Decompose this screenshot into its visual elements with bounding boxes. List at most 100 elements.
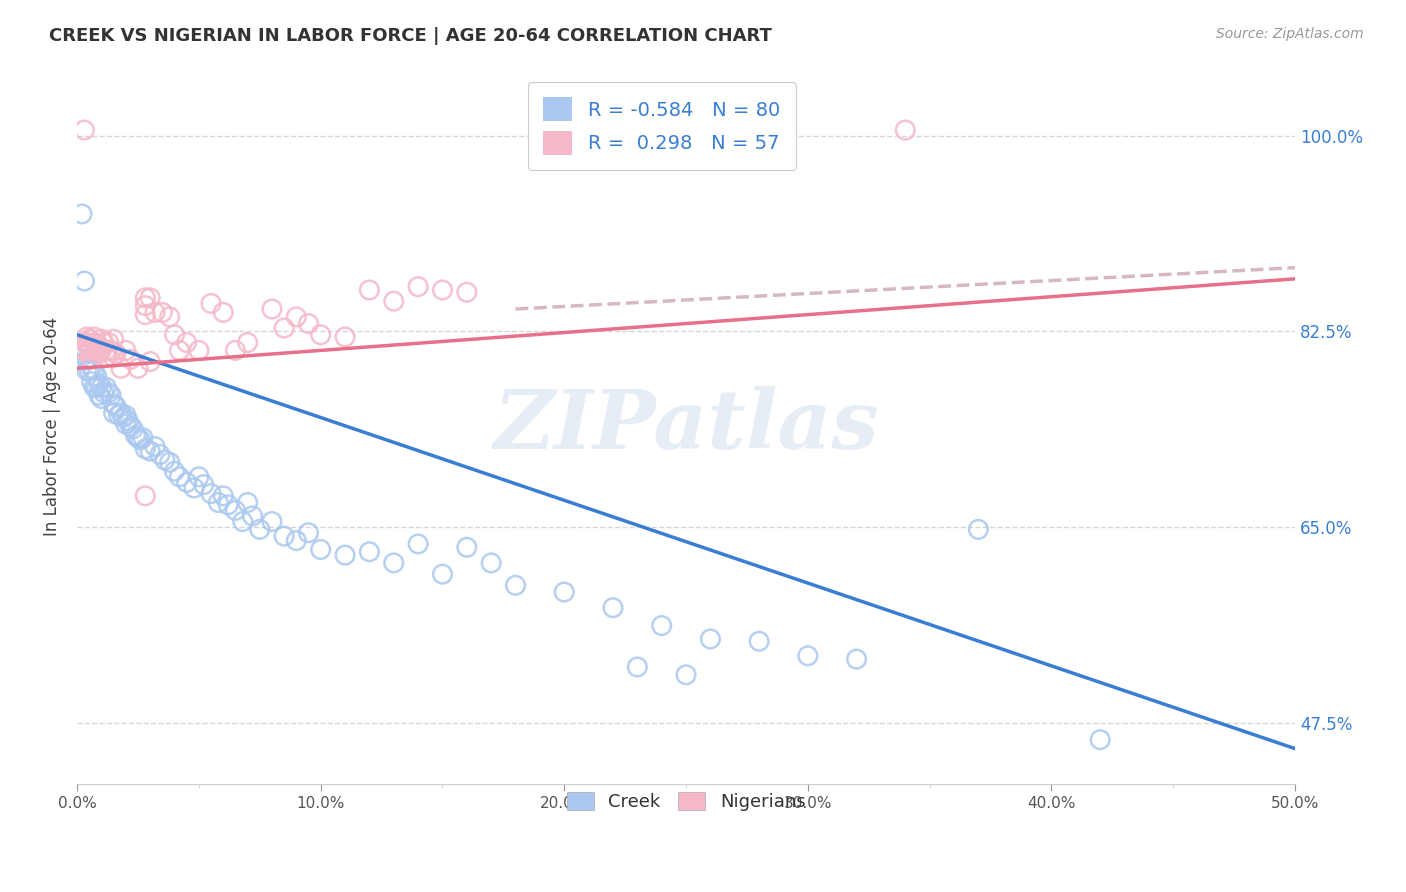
Point [134, 489, 156, 503]
Point [83, 335, 105, 350]
Point [80, 352, 103, 367]
Point [76, 330, 98, 344]
Point [406, 279, 429, 293]
Point [127, 361, 149, 376]
Point [260, 515, 283, 529]
Point [93, 385, 115, 400]
Point [114, 409, 136, 423]
Point [87, 376, 110, 391]
Point [139, 354, 162, 368]
Point [183, 481, 205, 495]
Point [105, 347, 128, 361]
Point [382, 556, 405, 570]
Point [76, 335, 98, 350]
Point [83, 363, 105, 377]
Point [242, 508, 264, 523]
Point [224, 503, 246, 517]
Point [150, 305, 173, 319]
Point [309, 327, 332, 342]
Point [505, 578, 527, 592]
Point [129, 433, 152, 447]
Point [134, 442, 156, 456]
Point [134, 291, 156, 305]
Point [86, 343, 108, 358]
Point [96, 350, 118, 364]
Point [143, 305, 166, 319]
Point [73, 343, 96, 358]
Point [139, 444, 162, 458]
Point [333, 330, 356, 344]
Point [212, 489, 235, 503]
Point [236, 495, 259, 509]
Text: ZIPatlas: ZIPatlas [494, 386, 879, 467]
Point [86, 380, 108, 394]
Point [76, 363, 98, 377]
Point [132, 431, 155, 445]
Point [77, 343, 100, 358]
Point [176, 335, 198, 350]
Point [273, 529, 295, 543]
Point [406, 537, 429, 551]
Point [96, 380, 118, 394]
Point [200, 296, 222, 310]
Point [77, 363, 100, 377]
Y-axis label: In Labor Force | Age 20-64: In Labor Force | Age 20-64 [44, 317, 60, 536]
Point [359, 283, 381, 297]
Point [193, 477, 215, 491]
Point [651, 618, 673, 632]
Point [77, 332, 100, 346]
Point [748, 634, 770, 648]
Point [297, 525, 319, 540]
Point [90, 380, 112, 394]
Point [675, 668, 697, 682]
Point [100, 343, 122, 358]
Point [797, 648, 820, 663]
Point [163, 464, 186, 478]
Point [93, 335, 115, 350]
Point [432, 283, 454, 297]
Point [73, 123, 96, 137]
Point [153, 453, 176, 467]
Point [134, 299, 156, 313]
Point [333, 548, 356, 562]
Point [236, 335, 259, 350]
Point [359, 545, 381, 559]
Point [127, 431, 149, 445]
Point [100, 388, 122, 402]
Point [260, 301, 283, 316]
Point [553, 585, 575, 599]
Point [83, 380, 105, 394]
Point [90, 332, 112, 346]
Point [699, 632, 721, 646]
Point [309, 542, 332, 557]
Point [112, 410, 135, 425]
Point [77, 339, 100, 353]
Point [845, 652, 868, 666]
Text: Source: ZipAtlas.com: Source: ZipAtlas.com [1216, 27, 1364, 41]
Point [297, 317, 319, 331]
Point [83, 330, 105, 344]
Point [159, 455, 181, 469]
Point [77, 352, 100, 367]
Point [70, 341, 93, 355]
Point [479, 556, 502, 570]
Point [139, 291, 162, 305]
Point [456, 285, 478, 300]
Point [110, 361, 132, 376]
Point [73, 341, 96, 355]
Point [70, 207, 93, 221]
Point [114, 343, 136, 358]
Point [90, 343, 112, 358]
Point [212, 305, 235, 319]
Point [107, 409, 129, 423]
Point [285, 310, 308, 324]
Point [97, 385, 120, 400]
Point [86, 369, 108, 384]
Point [217, 498, 239, 512]
Point [122, 422, 145, 436]
Point [90, 392, 112, 406]
Point [456, 541, 478, 555]
Point [117, 414, 139, 428]
Point [163, 327, 186, 342]
Point [602, 600, 624, 615]
